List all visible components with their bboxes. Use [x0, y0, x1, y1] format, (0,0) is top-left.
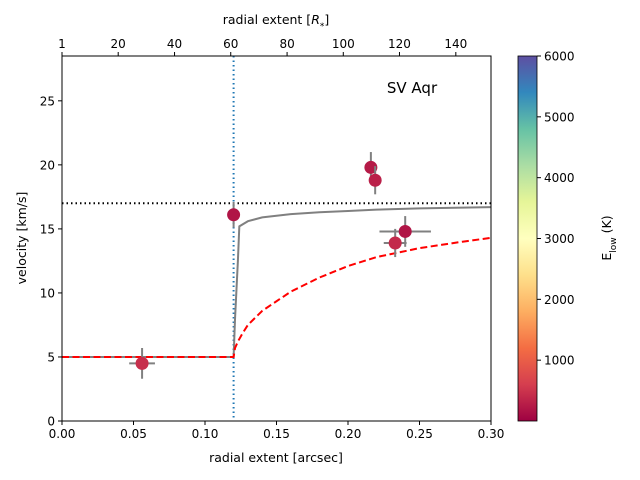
top-tick-label: 80	[279, 37, 294, 51]
point-marker	[227, 208, 241, 222]
y-tick-label: 20	[40, 158, 55, 172]
x-tick-label: 0.25	[406, 427, 433, 441]
top-tick-label: 100	[332, 37, 355, 51]
data-point	[129, 348, 155, 379]
colorbar-tick-label: 4000	[544, 171, 575, 185]
y-tick-label: 25	[40, 94, 55, 108]
top-tick-label: 40	[167, 37, 182, 51]
y-tick-label: 5	[47, 350, 55, 364]
gray-model-curve	[62, 206, 491, 358]
top-tick-label: 120	[388, 37, 411, 51]
colorbar-tick-label: 1000	[544, 354, 575, 368]
y-axis-label: velocity [km/s]	[14, 192, 29, 285]
red-model-curve	[62, 236, 491, 358]
x-axis-ticks: 0.00 0.05 0.10 0.15 0.20 0.25 0.30	[49, 421, 505, 441]
x-tick-label: 0.15	[263, 427, 290, 441]
x-tick-label: 0.10	[192, 427, 219, 441]
top-axis-ticks: 1 20 40 60 80 100 120 140	[58, 37, 467, 56]
data-point	[227, 202, 241, 228]
top-tick-label: 60	[223, 37, 238, 51]
x-tick-label: 0.20	[335, 427, 362, 441]
plot-content	[62, 56, 491, 421]
top-tick-label: 140	[444, 37, 467, 51]
y-axis-ticks: 0 5 10 15 20 25	[40, 94, 62, 429]
top-axis-label: radial extent [R*]	[223, 12, 330, 32]
point-marker	[135, 356, 149, 370]
data-point	[368, 166, 382, 195]
x-tick-label: 0.30	[478, 427, 505, 441]
data-point	[383, 228, 407, 258]
colorbar-label: Elow (K)	[599, 215, 619, 260]
y-tick-label: 0	[47, 415, 55, 429]
y-tick-label: 10	[40, 286, 55, 300]
top-tick-label: 20	[111, 37, 126, 51]
star-name-annotation: SV Aqr	[387, 79, 438, 97]
colorbar-tick-label: 2000	[544, 293, 575, 307]
plot-area	[62, 56, 491, 421]
point-marker	[364, 160, 378, 174]
x-tick-label: 0.00	[49, 427, 76, 441]
point-marker	[388, 236, 402, 250]
data-points	[129, 152, 431, 379]
colorbar-tick-label: 5000	[544, 110, 575, 124]
data-point	[379, 216, 431, 247]
colorbar	[517, 55, 538, 422]
colorbar-ticks: 1000 2000 3000 4000 5000 6000	[537, 50, 575, 368]
data-point	[364, 152, 378, 183]
colorbar-tick-label: 3000	[544, 232, 575, 246]
point-marker	[398, 224, 412, 238]
x-axis-label: radial extent [arcsec]	[209, 450, 343, 465]
top-tick-label: 1	[58, 37, 66, 51]
colorbar-tick-label: 6000	[544, 50, 575, 64]
x-tick-label: 0.05	[120, 427, 147, 441]
point-marker	[368, 173, 382, 187]
y-tick-label: 15	[40, 222, 55, 236]
